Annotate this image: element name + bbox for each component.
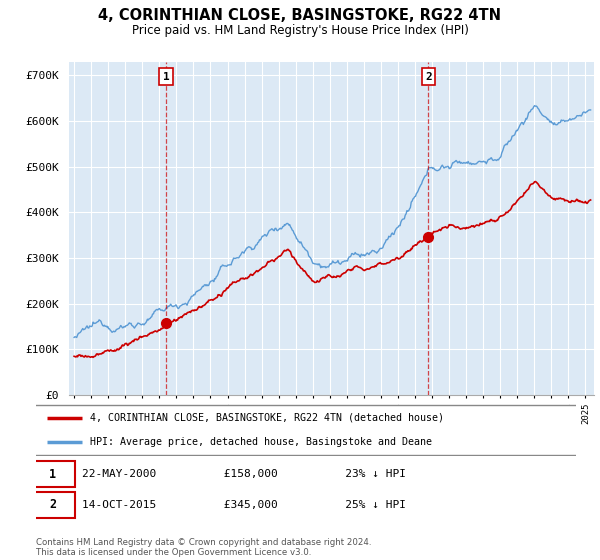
FancyBboxPatch shape (31, 461, 75, 487)
Text: 14-OCT-2015          £345,000          25% ↓ HPI: 14-OCT-2015 £345,000 25% ↓ HPI (82, 500, 406, 510)
Text: 1: 1 (163, 72, 169, 82)
Text: HPI: Average price, detached house, Basingstoke and Deane: HPI: Average price, detached house, Basi… (90, 437, 432, 447)
Text: 1: 1 (49, 468, 56, 480)
Text: 4, CORINTHIAN CLOSE, BASINGSTOKE, RG22 4TN (detached house): 4, CORINTHIAN CLOSE, BASINGSTOKE, RG22 4… (90, 413, 444, 423)
Text: 2: 2 (425, 72, 432, 82)
Text: 2: 2 (49, 498, 56, 511)
Text: Contains HM Land Registry data © Crown copyright and database right 2024.
This d: Contains HM Land Registry data © Crown c… (36, 538, 371, 557)
FancyBboxPatch shape (31, 492, 75, 518)
Text: Price paid vs. HM Land Registry's House Price Index (HPI): Price paid vs. HM Land Registry's House … (131, 24, 469, 36)
Text: 22-MAY-2000          £158,000          23% ↓ HPI: 22-MAY-2000 £158,000 23% ↓ HPI (82, 469, 406, 479)
Text: 4, CORINTHIAN CLOSE, BASINGSTOKE, RG22 4TN: 4, CORINTHIAN CLOSE, BASINGSTOKE, RG22 4… (98, 8, 502, 24)
FancyBboxPatch shape (34, 405, 578, 455)
